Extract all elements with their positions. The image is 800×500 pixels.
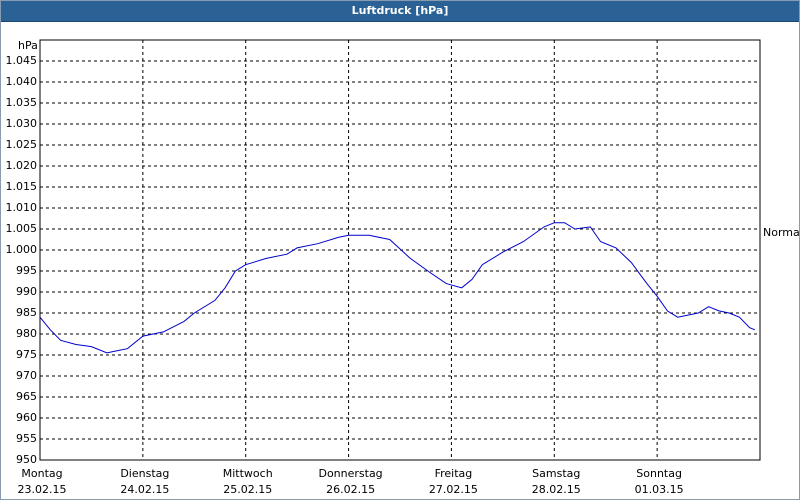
x-tick-label: Donnerstag bbox=[318, 467, 382, 480]
y-tick-label: 965 bbox=[16, 390, 37, 403]
y-tick-label: 970 bbox=[16, 369, 37, 382]
y-tick-label: 960 bbox=[16, 411, 37, 424]
plot-border bbox=[39, 39, 761, 461]
y-tick-label: 1.015 bbox=[6, 180, 38, 193]
x-tick-label: Sonntag bbox=[636, 467, 682, 480]
y-tick-label: 1.045 bbox=[6, 54, 38, 67]
y-tick-label: 975 bbox=[16, 348, 37, 361]
y-tick-label: 990 bbox=[16, 285, 37, 298]
x-tick-label: Mittwoch bbox=[223, 467, 273, 480]
x-tick-date: 28.02.15 bbox=[532, 483, 581, 496]
x-tick-label: Montag bbox=[21, 467, 62, 480]
x-tick-date: 23.02.15 bbox=[18, 483, 67, 496]
y-tick-label: 980 bbox=[16, 327, 37, 340]
x-tick-label: Freitag bbox=[435, 467, 473, 480]
y-tick-label: 1.025 bbox=[6, 138, 38, 151]
y-tick-label: 955 bbox=[16, 432, 37, 445]
y-tick-label: 1.040 bbox=[6, 75, 38, 88]
data-line bbox=[39, 222, 756, 354]
x-tick-date: 01.03.15 bbox=[635, 483, 684, 496]
y-tick-label: 1.005 bbox=[6, 222, 38, 235]
y-tick-label: 1.035 bbox=[6, 96, 38, 109]
y-unit: hPa bbox=[18, 39, 38, 52]
y-tick-label: 1.030 bbox=[6, 117, 38, 130]
x-tick-label: Dienstag bbox=[120, 467, 169, 480]
x-tick-date: 24.02.15 bbox=[120, 483, 169, 496]
y-tick-label: 1.010 bbox=[6, 201, 38, 214]
annotation: Normal bbox=[763, 226, 800, 239]
x-tick-date: 27.02.15 bbox=[429, 483, 478, 496]
y-tick-label: 950 bbox=[16, 453, 37, 466]
x-tick-label: Samstag bbox=[532, 467, 580, 480]
title-bar: Luftdruck [hPa] bbox=[1, 1, 799, 22]
y-tick-label: 985 bbox=[16, 306, 37, 319]
y-tick-label: 1.000 bbox=[6, 243, 38, 256]
y-tick-label: 1.020 bbox=[6, 159, 38, 172]
y-tick-label: 995 bbox=[16, 264, 37, 277]
x-tick-date: 25.02.15 bbox=[223, 483, 272, 496]
x-tick-date: 26.02.15 bbox=[326, 483, 375, 496]
